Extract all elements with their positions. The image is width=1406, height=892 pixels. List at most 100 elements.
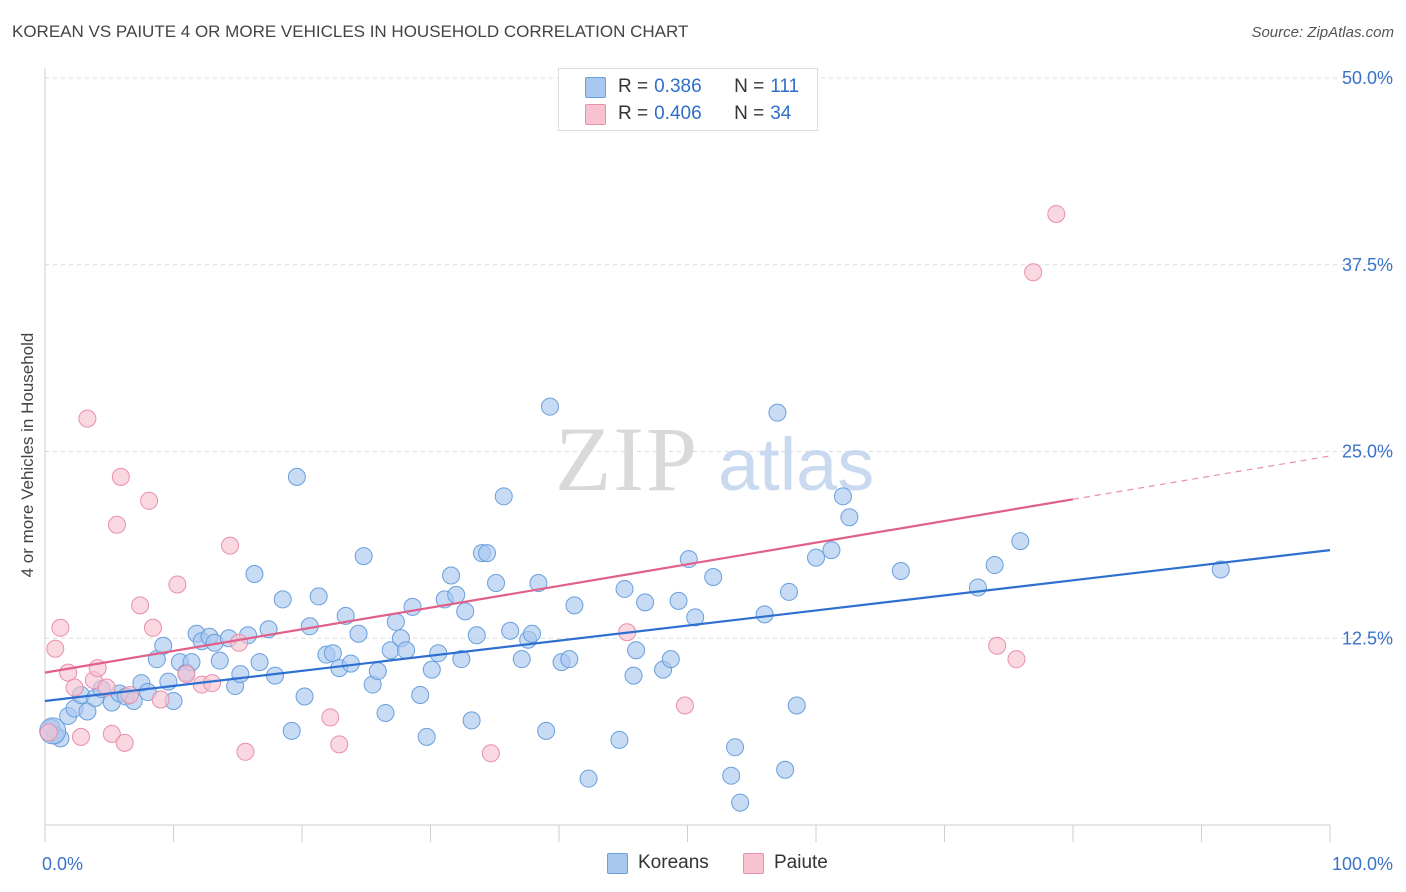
koreans-swatch [607, 852, 628, 874]
data-point [627, 641, 646, 660]
chart-title: KOREAN VS PAIUTE 4 OR MORE VEHICLES IN H… [12, 22, 689, 41]
data-point [1011, 532, 1030, 551]
data-point [501, 621, 520, 640]
koreans-series [39, 397, 1230, 812]
data-point [330, 735, 349, 754]
legend-n-label: N = [734, 103, 765, 124]
data-point [675, 696, 694, 715]
data-point [349, 624, 368, 643]
legend-n-label: N = [734, 76, 765, 97]
data-point [610, 730, 629, 749]
data-point [250, 653, 269, 672]
data-point [891, 562, 910, 581]
trend-lines [44, 455, 1331, 703]
bottom-legend-label: Paiute [774, 852, 828, 873]
data-point [624, 666, 643, 685]
legend-row-koreans: R = 0.386 N = 111 [585, 75, 799, 99]
bottom-legend-paiute[interactable]: Paiute [743, 852, 828, 874]
data-point [1211, 560, 1230, 579]
data-point [615, 579, 634, 598]
data-point [1024, 263, 1043, 282]
data-point [177, 665, 196, 684]
tick-labels: 12.5% 25.0% 37.5% 50.0% 0.0% 100.0% [42, 68, 1393, 874]
data-point [731, 793, 750, 812]
data-point [776, 760, 795, 779]
data-point [988, 636, 1007, 655]
koreans-swatch [585, 76, 606, 98]
data-point [111, 467, 130, 486]
data-point [529, 573, 548, 592]
data-point [273, 590, 292, 609]
bottom-legend-koreans[interactable]: Koreans [607, 852, 709, 874]
data-point [151, 690, 170, 709]
data-point [985, 556, 1004, 575]
legend-row-paiute: R = 0.406 N = 34 [585, 102, 791, 126]
y-tick-label: 25.0% [1342, 442, 1393, 462]
data-point [452, 650, 471, 669]
data-point [411, 686, 430, 705]
data-point [686, 608, 705, 627]
data-point [494, 487, 513, 506]
paiute-trend-line [44, 498, 1074, 674]
data-point [65, 678, 84, 697]
axis-layer [44, 68, 1331, 842]
watermark: ZIP atlas [555, 408, 874, 510]
y-axis-label: 4 or more Vehicles in Household [18, 333, 37, 578]
data-point [236, 742, 255, 761]
legend-n-value: 34 [770, 103, 792, 124]
data-point [354, 547, 373, 566]
paiute-swatch [585, 103, 606, 125]
data-point [704, 567, 723, 586]
data-point [417, 727, 436, 746]
data-point [78, 409, 97, 428]
data-point [230, 633, 249, 652]
legend-r-value: 0.406 [654, 103, 702, 124]
data-point [210, 651, 229, 670]
data-point [403, 597, 422, 616]
data-point [386, 612, 405, 631]
data-point [71, 727, 90, 746]
data-point [1047, 204, 1066, 223]
paiute-swatch [743, 852, 764, 874]
legend-n-value: 111 [770, 76, 800, 97]
data-point [487, 573, 506, 592]
data-point [442, 566, 461, 585]
data-point [456, 602, 475, 621]
data-point [120, 686, 139, 705]
data-point [780, 582, 799, 601]
legend: R = 0.386 N = 111 R = 0.406 N = 34 [558, 68, 818, 131]
data-point [636, 593, 655, 612]
data-point [512, 650, 531, 669]
data-point [565, 596, 584, 615]
data-point [523, 624, 542, 643]
data-point [107, 515, 126, 534]
data-point [221, 536, 240, 555]
data-point [168, 575, 187, 594]
paiute-trend-extension [1072, 455, 1331, 500]
data-point [807, 548, 825, 567]
data-point [97, 678, 116, 697]
data-point [755, 605, 774, 624]
data-point [478, 544, 497, 563]
data-point [840, 508, 859, 527]
data-point [51, 618, 70, 637]
data-point [462, 711, 481, 730]
data-point [422, 660, 441, 679]
data-point [726, 738, 745, 757]
data-point [467, 626, 486, 645]
grid-layer [45, 77, 1392, 639]
y-tick-label: 37.5% [1342, 255, 1393, 275]
x-tick-label: 0.0% [42, 854, 83, 874]
data-point [968, 578, 987, 597]
legend-r-label: R = [618, 76, 649, 97]
data-point [560, 650, 579, 669]
watermark-zip: ZIP [555, 408, 699, 510]
data-point [321, 708, 340, 727]
data-point [309, 587, 328, 606]
data-point [579, 769, 598, 788]
data-point [822, 541, 841, 560]
data-point [722, 766, 741, 785]
data-point [768, 403, 787, 422]
data-point [295, 687, 314, 706]
